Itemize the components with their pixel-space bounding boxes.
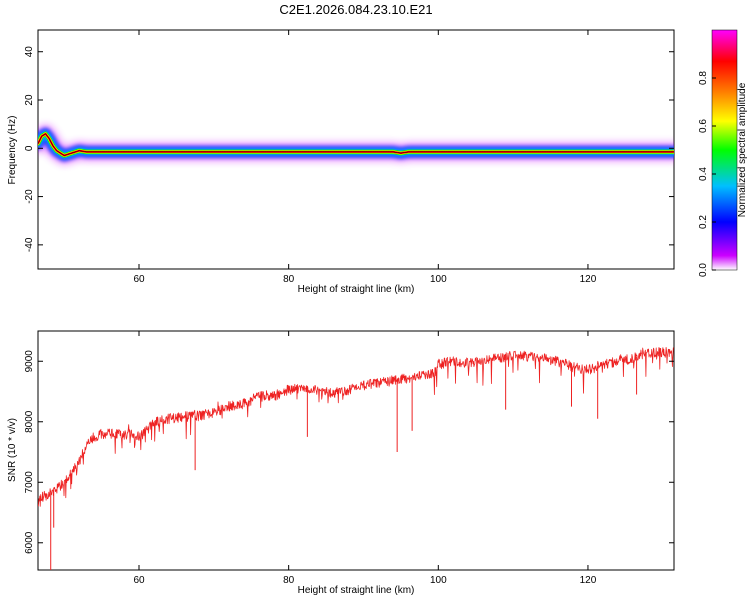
snr-y-tick-label: 9000 (24, 350, 35, 373)
colorbar-ticks: 0.0 0.2 0.4 0.6 0.8 (698, 71, 716, 277)
spectrogram-y-tick-label: -40 (24, 237, 35, 252)
spectrogram-y-tick-label: 0 (24, 145, 35, 151)
snr-x-tick-label: 100 (430, 575, 447, 586)
spectrogram-y-tick-label: -20 (24, 189, 35, 204)
colorbar-tick-label: 0.6 (698, 119, 709, 133)
spectrogram-y-tick-label: 40 (24, 46, 35, 58)
colorbar-label: Normalized spectral amplitude (737, 82, 748, 217)
snr-y-tick-label: 8000 (24, 410, 35, 433)
snr-y-tick-label: 6000 (24, 531, 35, 554)
spectrogram-x-tick-label: 120 (580, 274, 597, 285)
spectrogram-y-ticks: 40 20 0 -20 -40 (24, 46, 674, 252)
colorbar-tick-label: 0.2 (698, 215, 709, 229)
snr-y-ticks: 6000 7000 8000 9000 (24, 350, 674, 554)
spectrogram-x-axis-label: Height of straight line (km) (298, 284, 415, 295)
snr-series-line (38, 347, 674, 507)
colorbar-bar (711, 29, 738, 271)
spectrogram-y-tick-label: 20 (24, 94, 35, 106)
ridge-center-line (38, 133, 674, 156)
colorbar-tick-label: 0.8 (698, 71, 709, 85)
figure-title: C2E1.2026.084.23.10.E21 (279, 2, 432, 17)
snr-x-tick-label: 120 (580, 575, 597, 586)
snr-x-tick-label: 60 (133, 575, 145, 586)
snr-y-axis-label: SNR (10 * v/v) (7, 418, 18, 482)
colorbar-tick-label: 0.0 (698, 263, 709, 277)
snr-plot-frame (37, 330, 675, 571)
colorbar: 0.0 0.2 0.4 0.6 0.8 Normalized spectral ampl… (698, 29, 748, 277)
snr-panel: 60 80 100 120 6000 7000 8000 9000 Height of st… (7, 330, 675, 596)
snr-y-tick-label: 7000 (24, 471, 35, 494)
spectrogram-x-tick-label: 60 (133, 274, 145, 285)
snr-spikes (50, 356, 638, 570)
spectrogram-panel: 60 80 100 120 40 20 0 -20 -40 Height of straigh… (7, 29, 675, 295)
colorbar-tick-label: 0.4 (698, 167, 709, 181)
spectrogram-x-tick-label: 100 (430, 274, 447, 285)
spectrogram-ridge (38, 124, 674, 165)
snr-x-tick-label: 80 (283, 575, 295, 586)
spectrogram-y-axis-label: Frequency (Hz) (7, 116, 18, 185)
snr-x-axis-label: Height of straight line (km) (298, 585, 415, 596)
spectrogram-x-ticks: 60 80 100 120 (133, 30, 597, 285)
snr-x-ticks: 60 80 100 120 (133, 331, 597, 586)
spectrogram-x-tick-label: 80 (283, 274, 295, 285)
